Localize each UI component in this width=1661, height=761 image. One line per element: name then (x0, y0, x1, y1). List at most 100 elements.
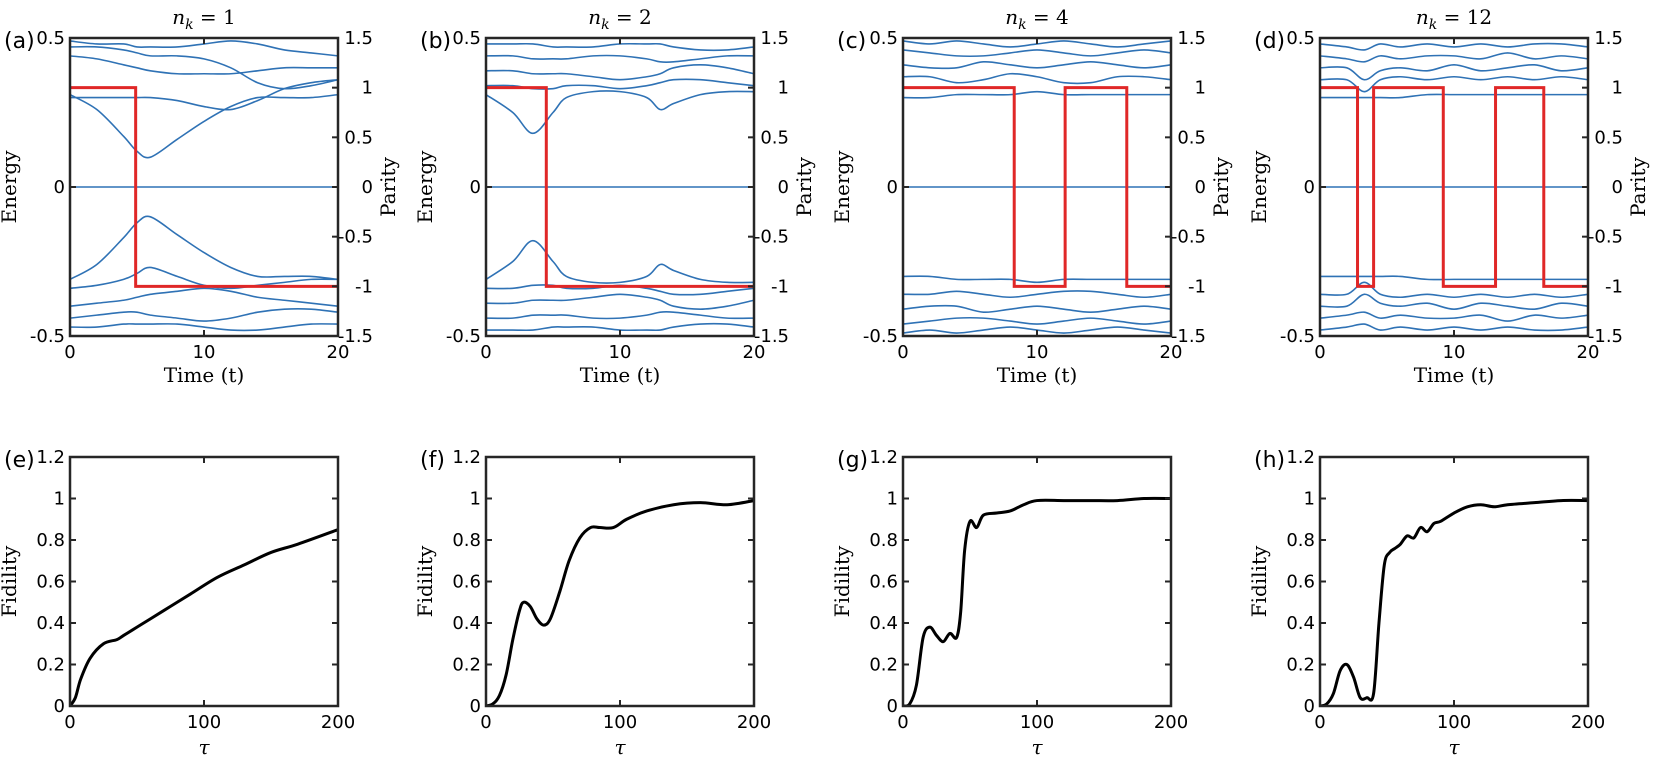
y-tick-label: 0 (470, 177, 481, 198)
y-tick-label: 0.2 (1286, 655, 1315, 676)
y-tick-label: 0.8 (36, 530, 65, 551)
energy-level-line (903, 304, 1171, 314)
axes-box (901, 455, 1173, 708)
energy-level-line (903, 290, 1171, 299)
energy-level-line (1320, 42, 1588, 51)
y-tick-label: -0.5 (1280, 326, 1315, 347)
panel-tag: (h) (1254, 448, 1285, 473)
panel-tag: (b) (420, 29, 451, 54)
y2-tick-label: 1.5 (344, 28, 373, 49)
x-tick-label: 100 (1437, 712, 1471, 733)
panel-a: 0 10 20-0.500.5-1.5-1-0.500.511.5Paritynk … (0, 5, 400, 387)
y-axis-label: Energy (1247, 150, 1271, 224)
x-tick-label: 200 (321, 712, 355, 733)
plot-area (1320, 498, 1588, 706)
energy-level-line (486, 64, 754, 81)
y-tick-label: 1 (887, 489, 898, 510)
panel-b: 0 10 20-0.500.5-1.5-1-0.500.511.5Paritynk … (413, 5, 816, 387)
panel-tag: (f) (420, 448, 445, 473)
energy-level-line (486, 293, 754, 310)
energy-level-line (1320, 75, 1588, 93)
y-axis-label: Fidility (413, 545, 437, 617)
x-tick-label: 100 (187, 712, 221, 733)
panel-title: nk = 2 (588, 5, 652, 33)
y-tick-label: 0 (887, 696, 898, 717)
energy-level-line (70, 40, 338, 57)
energy-level-line (1320, 63, 1588, 81)
x-axis-label: τ (614, 735, 626, 759)
y-axis-label: Fidility (1247, 545, 1271, 617)
energy-level-line (1320, 323, 1588, 332)
y-tick-label: 0.8 (452, 530, 481, 551)
energy-level-line (70, 215, 338, 281)
y2-tick-label: 1 (1612, 78, 1623, 99)
y2-tick-label: 1.5 (760, 28, 789, 49)
y-tick-label: -0.5 (446, 326, 481, 347)
x-tick-label: 0 (1314, 342, 1325, 363)
y2-tick-label: -0.5 (1588, 227, 1623, 248)
axes-box (484, 455, 756, 708)
y-tick-label: -0.5 (863, 326, 898, 347)
energy-level-line (70, 55, 338, 75)
plot-area (486, 42, 754, 332)
panel-h: 0 100 200 0 0.2 0.4 0.6 0.8 1 1.2 τ Fidility (h) (1247, 447, 1605, 759)
x-tick-label: 0 (480, 342, 491, 363)
y2-tick-label: 0 (362, 177, 373, 198)
panel-title: nk = 1 (172, 5, 236, 33)
y2-tick-label: -1 (355, 276, 373, 297)
x-tick-label: 10 (193, 342, 216, 363)
x-tick-label: 20 (1160, 342, 1183, 363)
x-axis-label: Time (t) (997, 363, 1078, 387)
axes-box (68, 455, 340, 708)
y2-axis-label: Parity (792, 156, 816, 216)
y-tick-label: 0 (470, 696, 481, 717)
y2-tick-label: -0.5 (754, 227, 789, 248)
y-tick-label: 0 (54, 177, 65, 198)
panel-g: 0 100 200 0 0.2 0.4 0.6 0.8 1 1.2 τ Fidility (g) (830, 447, 1188, 759)
x-tick-label: 10 (609, 342, 632, 363)
panel-d: 0 10 20-0.500.5-1.5-1-0.500.511.5Paritynk … (1247, 5, 1650, 387)
y-tick-label: 0.4 (1286, 613, 1315, 634)
energy-level-line (903, 275, 1171, 284)
y2-tick-label: 1 (1195, 78, 1206, 99)
x-axis-label: Time (t) (1414, 363, 1495, 387)
panel-tag: (e) (4, 448, 35, 473)
energy-level-line (70, 308, 338, 322)
x-tick-label: 20 (743, 342, 766, 363)
y-tick-label: 0.8 (1286, 530, 1315, 551)
parity-step-line (70, 86, 338, 288)
y-tick-label: 0.6 (36, 572, 65, 593)
energy-level-line (486, 42, 754, 52)
plot-area (1320, 42, 1588, 332)
y-tick-label: 0 (1304, 696, 1315, 717)
y-tick-label: 0.6 (452, 572, 481, 593)
x-tick-label: 10 (1026, 342, 1049, 363)
y2-tick-label: -1.5 (754, 326, 789, 347)
energy-level-line (486, 90, 754, 135)
y2-tick-label: 0 (1195, 177, 1206, 198)
y-tick-label: 0.8 (869, 530, 898, 551)
y-tick-label: 0 (887, 177, 898, 198)
panel-tag: (a) (4, 29, 35, 54)
y-tick-label: 1.2 (1286, 447, 1315, 468)
y2-tick-label: 1.5 (1594, 28, 1623, 49)
y2-tick-label: -0.5 (1171, 227, 1206, 248)
energy-level-line (70, 287, 338, 307)
energy-level-line (1320, 293, 1588, 311)
y2-tick-label: -0.5 (338, 227, 373, 248)
energy-level-line (70, 266, 338, 290)
energy-level-line (486, 239, 754, 284)
energy-level-line (70, 93, 338, 159)
x-tick-label: 0 (64, 342, 75, 363)
plot-area (486, 499, 754, 706)
panel-tag: (d) (1254, 29, 1285, 54)
energy-level-line (70, 323, 338, 332)
y2-tick-label: 0.5 (344, 127, 373, 148)
y-tick-label: 0.5 (452, 28, 481, 49)
y-tick-label: 1 (470, 489, 481, 510)
y2-axis-label: Parity (1209, 156, 1233, 216)
panel-c: 0 10 20-0.500.5-1.5-1-0.500.511.5Paritynk … (830, 5, 1233, 387)
y-axis-label: Energy (413, 150, 437, 224)
energy-level-line (903, 316, 1171, 325)
panel-title: nk = 12 (1416, 5, 1492, 33)
